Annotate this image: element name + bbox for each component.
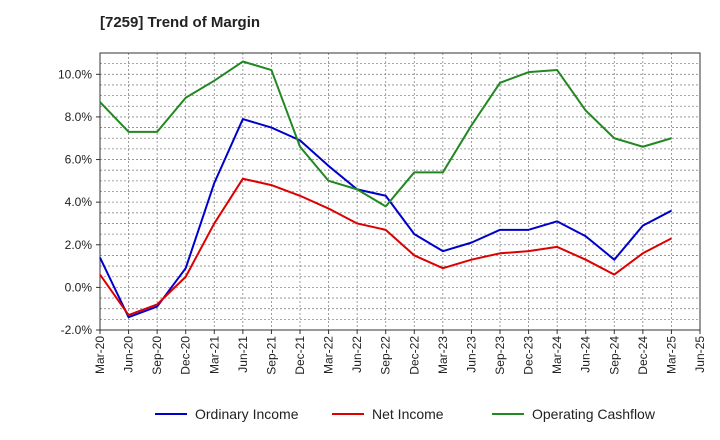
series-line-ordinary-income: [99, 118, 672, 319]
plot-frame: [99, 52, 701, 331]
x-tick-label: Jun-24: [579, 336, 593, 373]
y-tick-label: 10.0%: [58, 67, 92, 81]
x-tick-label: Dec-22: [407, 336, 421, 375]
y-tick-label: 4.0%: [65, 195, 93, 209]
x-tick-label: Dec-21: [293, 336, 307, 375]
y-tick-label: 6.0%: [65, 153, 93, 167]
x-tick-label: Jun-23: [464, 336, 478, 373]
x-tick-label: Jun-20: [122, 336, 136, 373]
y-tick-label: 0.0%: [65, 280, 93, 294]
x-tick-label: Mar-22: [322, 336, 336, 374]
x-tick-label: Mar-24: [550, 336, 564, 374]
y-tick-label: 8.0%: [65, 110, 93, 124]
x-tick-label: Mar-23: [436, 336, 450, 374]
x-tick-label: Jun-21: [236, 336, 250, 373]
x-tick-label: Sep-23: [493, 336, 507, 375]
x-tick-label: Sep-21: [264, 336, 278, 375]
x-tick-label: Dec-24: [636, 336, 650, 375]
chart-title: [7259] Trend of Margin: [100, 14, 261, 31]
legend-label: Operating Cashflow: [532, 406, 656, 422]
x-tick-label: Sep-22: [379, 336, 393, 375]
series-line-net-income: [99, 177, 672, 317]
x-tick-label: Dec-23: [522, 336, 536, 375]
x-tick-label: Dec-20: [179, 336, 193, 375]
series-line-operating-cashflow: [99, 60, 672, 208]
legend-label: Net Income: [372, 406, 444, 422]
x-tick-label: Jun-25: [693, 336, 707, 373]
x-tick-label: Sep-24: [607, 336, 621, 375]
x-tick-label: Sep-20: [150, 336, 164, 375]
legend-label: Ordinary Income: [195, 406, 299, 422]
x-tick-label: Mar-20: [93, 336, 107, 374]
y-tick-label: -2.0%: [61, 323, 93, 337]
y-tick-label: 2.0%: [65, 238, 93, 252]
x-tick-label: Jun-22: [350, 336, 364, 373]
x-tick-label: Mar-25: [664, 336, 678, 374]
x-tick-label: Mar-21: [207, 336, 221, 374]
